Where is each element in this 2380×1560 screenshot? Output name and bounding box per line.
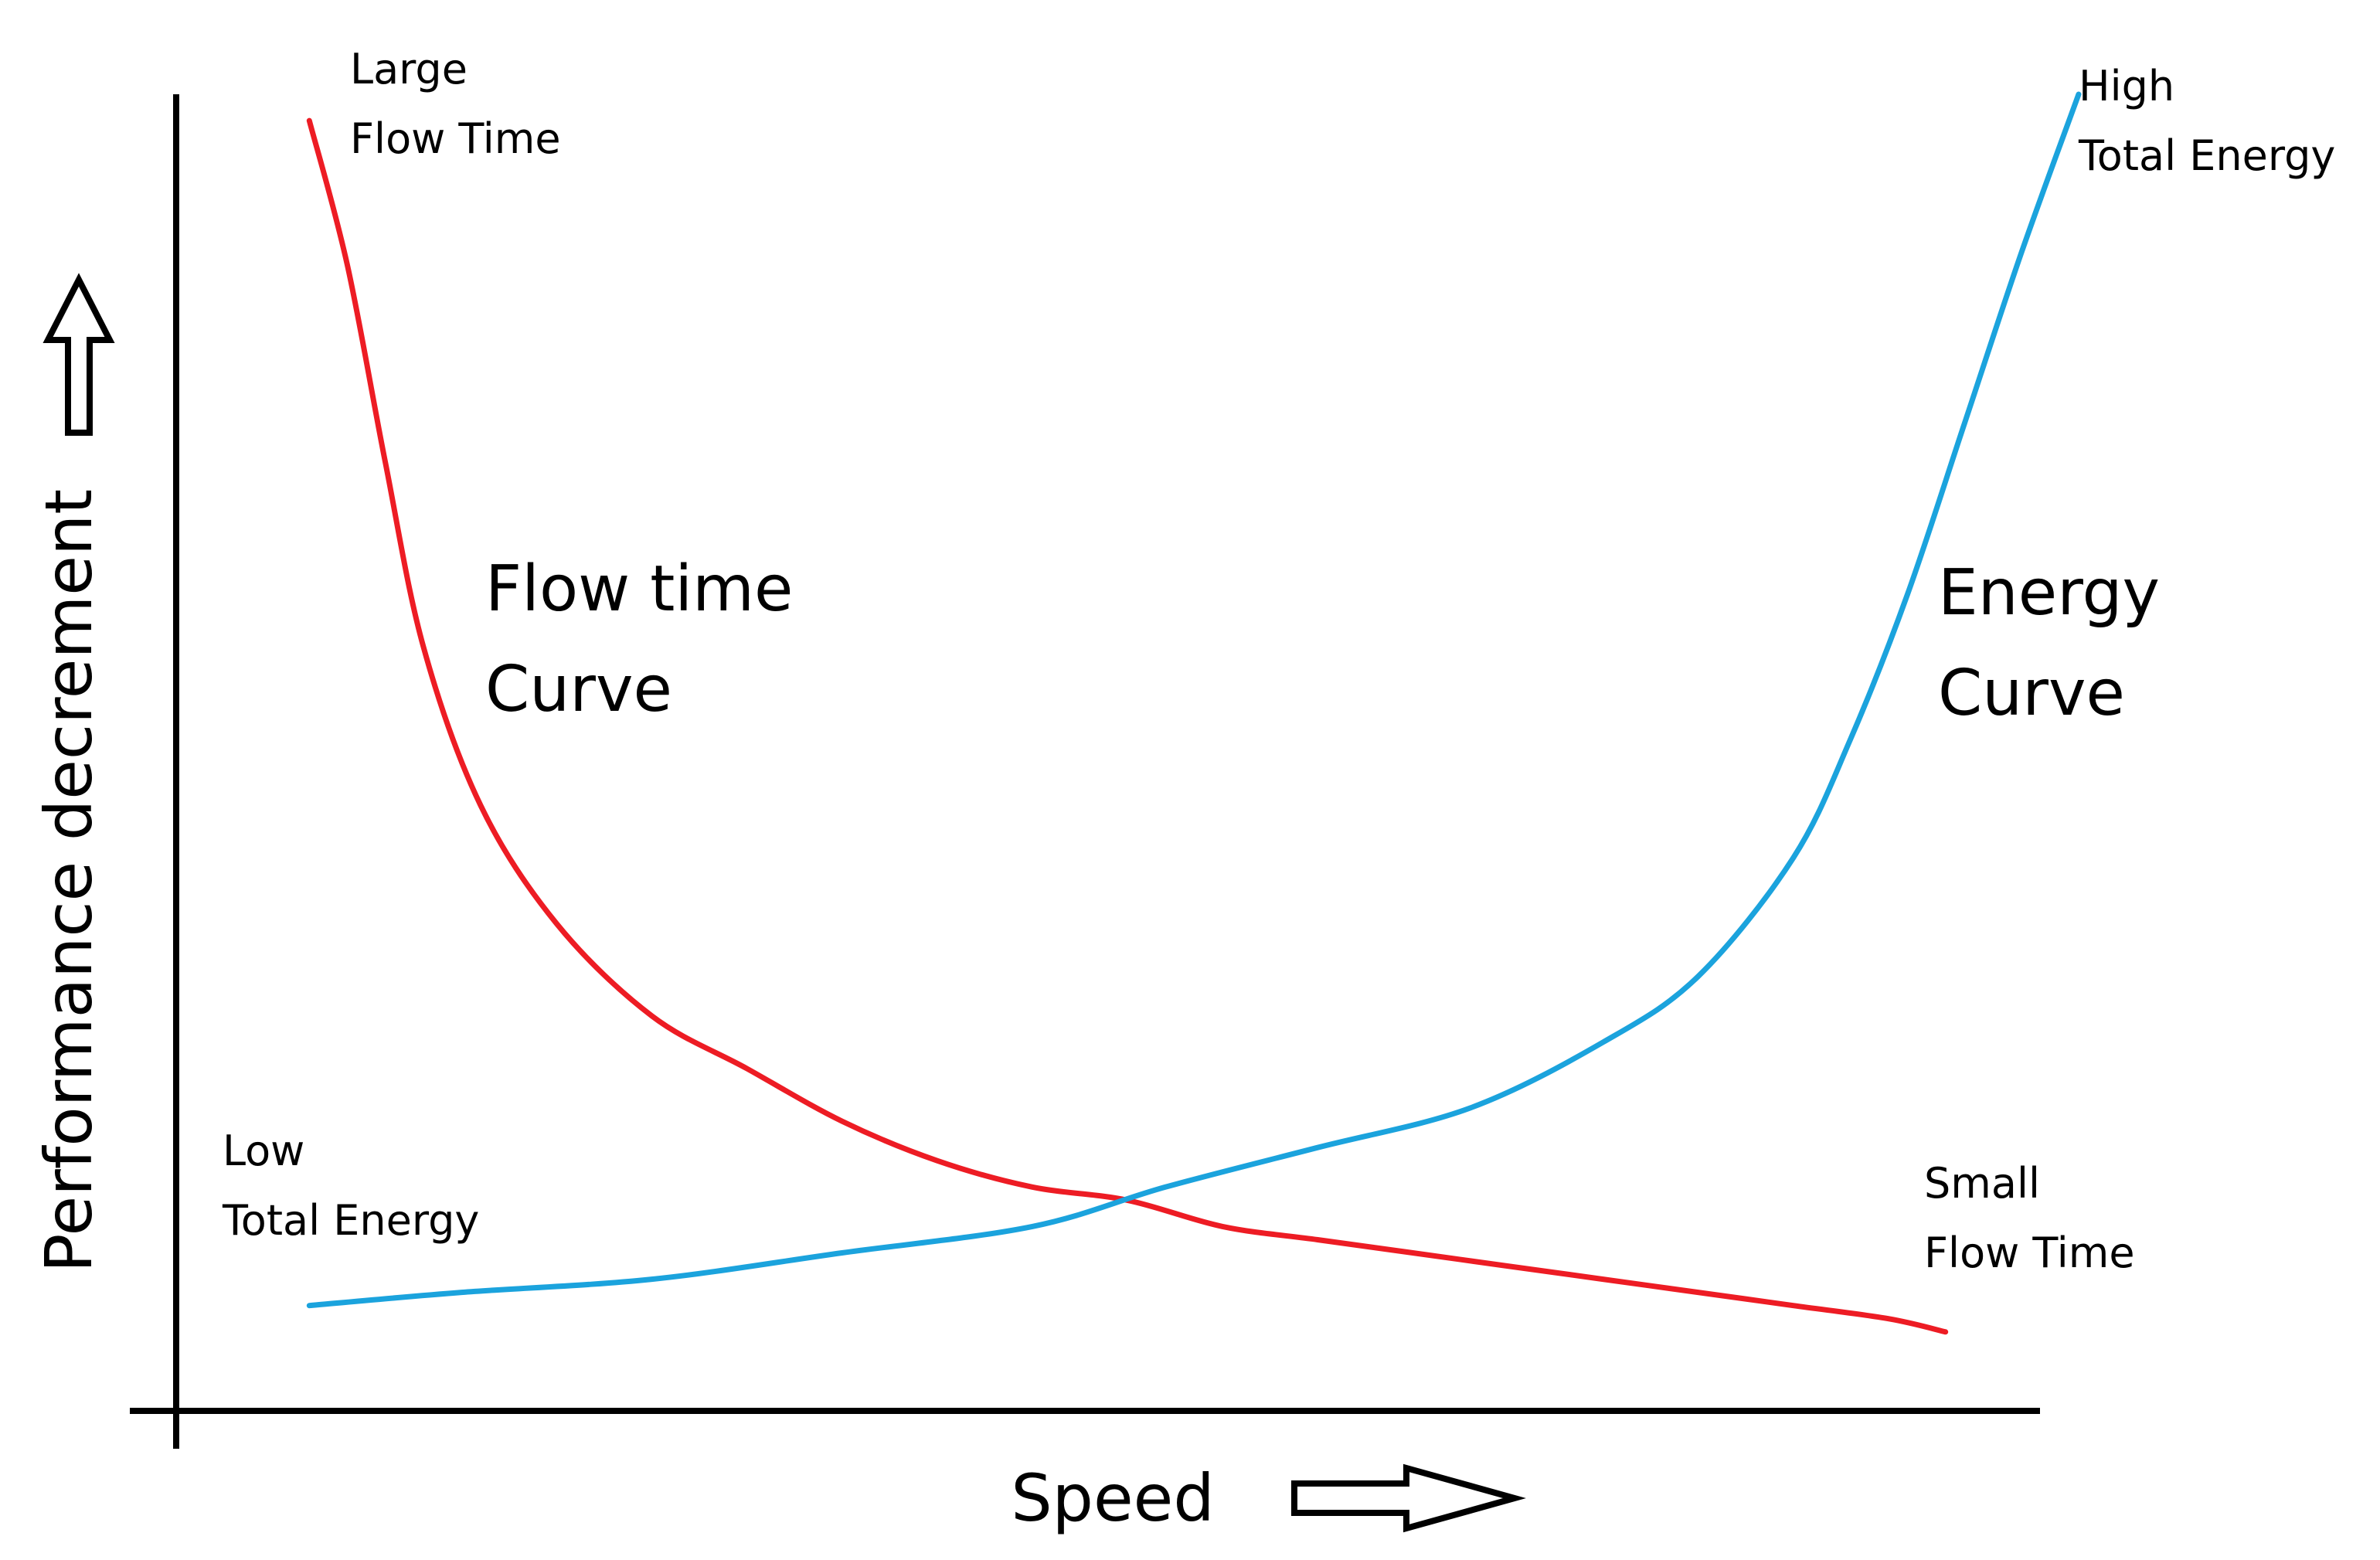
flow-time-curve-label: Flow time Curve — [485, 552, 814, 726]
annotation-line: Total Energy — [2078, 131, 2335, 180]
annotation-large-flow-time: Large Flow Time — [350, 45, 561, 163]
annotation-line: Low — [223, 1127, 304, 1175]
curve-label-line: Curve — [485, 653, 672, 726]
energy-curve-label: Energy Curve — [1938, 556, 2180, 730]
energy-curve — [306, 91, 2082, 1309]
curve-label-line: Energy — [1938, 556, 2160, 630]
annotation-high-total-energy: High Total Energy — [2078, 62, 2335, 180]
annotation-line: Large — [350, 45, 468, 93]
annotation-line: Small — [1924, 1159, 2040, 1208]
x-axis-arrow-icon — [1291, 1463, 1526, 1533]
x-axis-label: Speed — [1011, 1460, 1214, 1536]
annotation-line: Flow Time — [350, 114, 561, 163]
y-axis-label: Performance decrement — [31, 489, 107, 1273]
annotation-line: High — [2079, 62, 2174, 110]
annotation-small-flow-time: Small Flow Time — [1924, 1159, 2135, 1277]
flow-time-curve — [306, 117, 1949, 1335]
curve-label-line: Curve — [1938, 657, 2125, 730]
annotation-line: Total Energy — [222, 1196, 479, 1245]
y-axis-arrow-icon — [42, 273, 115, 436]
annotation-line: Flow Time — [1924, 1229, 2135, 1277]
annotation-low-total-energy: Low Total Energy — [222, 1127, 479, 1245]
curve-label-line: Flow time — [485, 552, 794, 626]
